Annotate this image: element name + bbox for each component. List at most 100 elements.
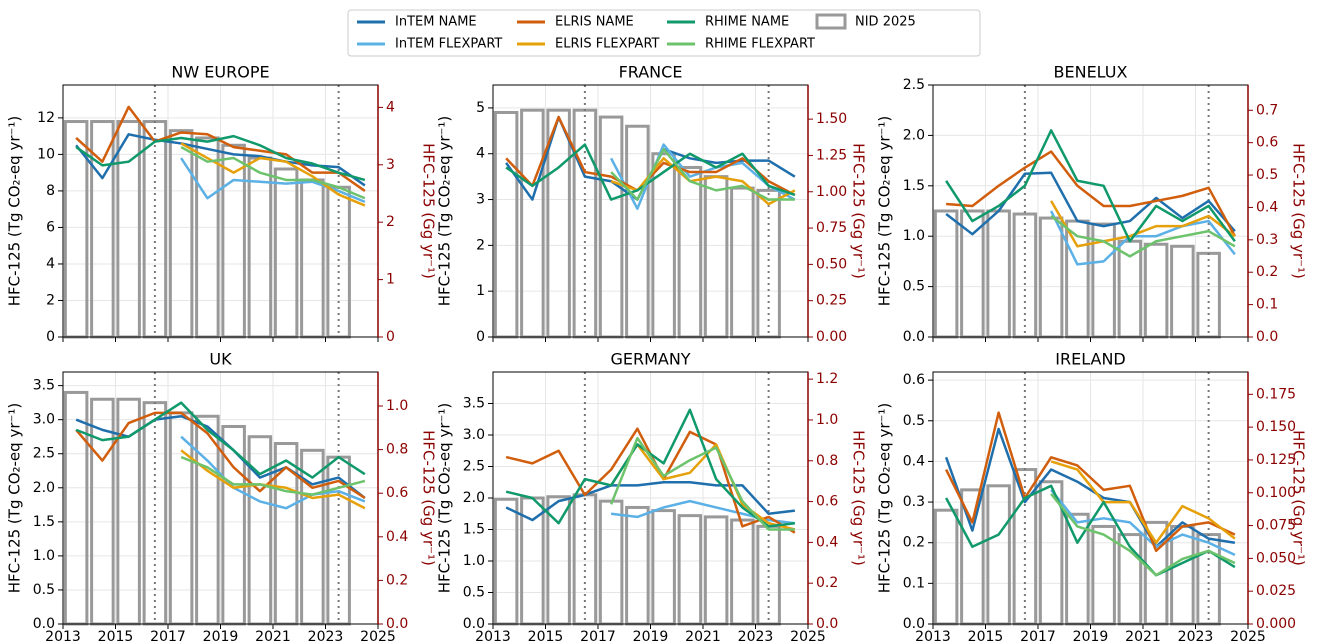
y-tick-label: 2.0 <box>33 480 55 496</box>
y-tick-label: 2.0 <box>903 127 925 143</box>
y2-tick-label: 0.25 <box>816 293 847 309</box>
y-axis-label: HFC-125 (Tg CO₂-eq yr⁻¹) <box>876 116 894 307</box>
nid-bar <box>300 178 325 339</box>
y-tick-label: 0.5 <box>903 413 925 429</box>
series-line <box>75 415 366 499</box>
y-tick-label: 0 <box>476 329 485 345</box>
series-line <box>505 481 796 522</box>
nid-bar <box>221 143 246 339</box>
y2-tick-label: 1.0 <box>816 412 838 428</box>
nid-bar <box>520 108 545 339</box>
y-tick-label: 6 <box>46 219 55 235</box>
x-tick-label: 2021 <box>1125 629 1161 644</box>
nid-bar <box>1170 244 1195 339</box>
y2-axis-label: HFC-125 (Gg yr⁻¹) <box>420 143 438 279</box>
y2-tick-label: 0.75 <box>816 220 847 236</box>
y2-tick-label: 1.25 <box>816 147 847 163</box>
legend-swatch <box>815 13 847 30</box>
y2-tick-label: 0.050 <box>1256 550 1296 566</box>
series-line <box>610 147 795 201</box>
nid-bar <box>933 209 959 339</box>
y2-tick-label: 0.4 <box>816 534 838 550</box>
y2-tick-label: 1.0 <box>386 398 408 414</box>
y-tick-label: 2.0 <box>463 490 485 506</box>
nid-bar <box>247 435 273 626</box>
nid-bar <box>1143 520 1169 626</box>
y-tick-label: 3.5 <box>33 378 55 394</box>
series-line <box>610 443 796 531</box>
y2-tick-label: 0.6 <box>1256 135 1278 151</box>
y-tick-label: 8 <box>46 183 55 199</box>
series-line <box>180 157 366 204</box>
legend-label: InTEM FLEXPART <box>395 37 502 52</box>
nid-bar <box>651 509 676 626</box>
y2-tick-label: 0.175 <box>1256 386 1296 402</box>
y2-tick-label: 0.50 <box>816 256 847 272</box>
y-tick-label: 0.0 <box>33 616 55 632</box>
y-axis-label: HFC-125 (Tg CO₂-eq yr⁻¹) <box>6 403 24 594</box>
x-tick-label: 2017 <box>150 629 186 644</box>
y2-tick-label: 3 <box>386 157 395 173</box>
panel-title: NW EUROPE <box>171 63 269 82</box>
y2-tick-label: 0.8 <box>816 453 838 469</box>
x-tick-label: 2021 <box>685 629 721 644</box>
y2-tick-label: 0 <box>386 329 395 345</box>
legend-label: ELRIS NAME <box>555 15 634 30</box>
series-line <box>945 171 1236 236</box>
nid-bar <box>1012 212 1038 339</box>
nid-bar <box>625 124 650 339</box>
y2-tick-label: 0.8 <box>386 442 408 458</box>
legend-label: NID 2025 <box>855 15 916 30</box>
nid-bar <box>195 414 220 626</box>
x-tick-label: 2021 <box>255 629 291 644</box>
y-tick-label: 0.6 <box>903 372 925 388</box>
series-line <box>505 408 796 528</box>
nid-bar <box>986 484 1011 626</box>
y-tick-label: 3 <box>476 192 485 208</box>
nid-bar <box>273 167 299 339</box>
nid-bar <box>168 129 194 339</box>
y-tick-label: 0.0 <box>463 616 485 632</box>
y-tick-label: 1.5 <box>33 514 55 530</box>
series-line <box>609 436 795 531</box>
panel: IRELAND 2013 2015 2017 2019 2021 2023 2025 0.0 0.… <box>876 350 1308 644</box>
panel-title: GERMANY <box>610 350 690 369</box>
y-axis-label: HFC-125 (Tg CO₂-eq yr⁻¹) <box>876 403 894 594</box>
nid-bar <box>116 120 141 339</box>
y-tick-label: 2.5 <box>33 446 55 462</box>
nid-bar <box>703 515 729 626</box>
series-line <box>945 411 1236 553</box>
y2-tick-label: 0.6 <box>386 485 408 501</box>
y-axis-label: HFC-125 (Tg CO₂-eq yr⁻¹) <box>6 116 24 307</box>
y-tick-label: 2 <box>476 237 485 253</box>
x-tick-label: 2023 <box>738 629 774 644</box>
series-line <box>1050 200 1236 248</box>
x-tick-label: 2019 <box>1073 629 1109 644</box>
y2-axis-label: HFC-125 (Gg yr⁻¹) <box>850 430 868 566</box>
y-tick-label: 0 <box>46 329 55 345</box>
y2-tick-label: 0.2 <box>816 575 838 591</box>
x-tick-label: 2017 <box>580 629 616 644</box>
series-line <box>75 401 366 479</box>
y-tick-label: 3.0 <box>33 412 55 428</box>
y-tick-label: 1.5 <box>903 178 925 194</box>
y2-tick-label: 0.0 <box>816 616 838 632</box>
y-tick-label: 0.0 <box>903 329 925 345</box>
y-tick-label: 12 <box>37 110 55 126</box>
y-axis-label: HFC-125 (Tg CO₂-eq yr⁻¹) <box>436 403 454 594</box>
y2-tick-label: 0.0 <box>386 616 408 632</box>
nid-bar <box>730 518 755 626</box>
x-tick-label: 2023 <box>308 629 344 644</box>
y-tick-label: 5 <box>476 100 485 116</box>
x-tick-label: 2019 <box>633 629 669 644</box>
y2-tick-label: 1.2 <box>816 371 838 387</box>
y2-tick-label: 0.2 <box>1256 264 1278 280</box>
panel-title: FRANCE <box>619 63 683 82</box>
series-line <box>945 484 1236 577</box>
y2-tick-label: 0.1 <box>1256 297 1278 313</box>
y2-axis-label: HFC-125 (Gg yr⁻¹) <box>420 430 438 566</box>
y-tick-label: 4 <box>476 146 485 162</box>
legend-label: RHIME NAME <box>705 15 789 30</box>
